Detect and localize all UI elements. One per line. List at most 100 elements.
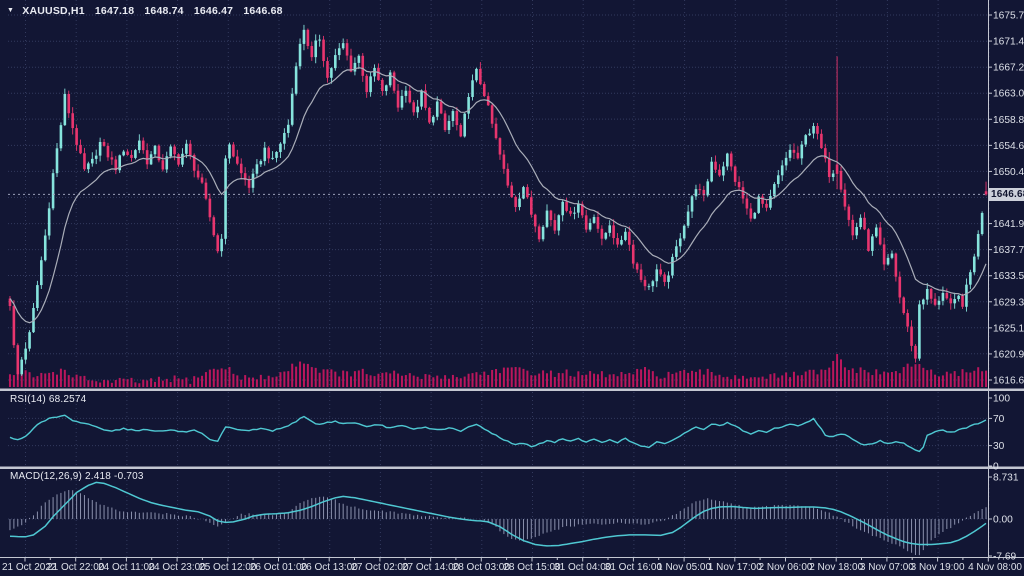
volume-bar <box>981 371 984 387</box>
candle-body <box>722 166 725 176</box>
volume-bar <box>883 371 886 387</box>
volume-bar <box>326 369 329 387</box>
candle-body <box>518 198 521 208</box>
volume-bar <box>99 382 102 387</box>
rsi-axis[interactable]: 100 70 30 0 <box>988 394 1010 473</box>
volume-bar <box>463 376 466 387</box>
candle-body <box>600 228 604 239</box>
price-axis-label: 1620.90 <box>993 349 1024 360</box>
candle-body <box>369 76 372 93</box>
date-axis-label: 25 Oct 12:00 <box>199 562 257 573</box>
volume-bar <box>397 373 400 387</box>
volume-bar <box>36 376 39 387</box>
rsi-axis-label: 30 <box>993 441 1005 452</box>
volume-bar <box>518 367 521 387</box>
volume-bar <box>949 373 952 387</box>
date-axis-label: 28 Oct 15:00 <box>503 562 561 573</box>
volume-bar <box>722 377 725 387</box>
volume-bar <box>706 368 709 387</box>
volume-bar <box>506 367 509 387</box>
volume-bar <box>130 377 133 387</box>
volume-bar <box>596 374 599 387</box>
candle-body <box>126 151 129 155</box>
ohlc-close: 1646.68 <box>243 5 283 17</box>
candle-body <box>698 189 702 191</box>
candle-body <box>255 164 259 174</box>
price-axis-label: 1654.60 <box>993 141 1024 152</box>
candle-body <box>220 238 223 252</box>
volume-bar <box>808 369 811 387</box>
rsi-axis-label: 0 <box>993 462 999 473</box>
volume-bar <box>926 370 929 387</box>
volume-bar <box>322 369 325 387</box>
candle-body <box>28 332 31 349</box>
candle-body <box>628 231 631 245</box>
volume-bar <box>840 359 842 387</box>
candle-body <box>922 299 925 305</box>
candle-body <box>494 123 498 139</box>
candle-body <box>710 161 713 182</box>
volume-bar <box>553 376 556 387</box>
candle-body <box>776 175 780 185</box>
volume-bar <box>393 370 396 387</box>
volume-bar <box>738 378 741 387</box>
macd-axis[interactable]: 8.731 0.00 -7.69 <box>988 473 1019 563</box>
candle-body <box>157 145 161 161</box>
candle-body <box>643 279 647 287</box>
candle-body <box>561 201 564 216</box>
candle-body <box>239 163 243 174</box>
candle-body <box>392 72 396 91</box>
candle-body <box>800 144 804 159</box>
candle-body <box>824 148 827 159</box>
candle-body <box>616 238 619 245</box>
volume-bar <box>659 378 662 387</box>
volume-bar <box>667 371 670 387</box>
candle-body <box>741 187 745 199</box>
panel-separator[interactable] <box>0 388 1024 392</box>
volume-bar <box>691 370 694 387</box>
rsi-indicator-label: RSI(14) 68.2574 <box>10 394 87 405</box>
volume-bar <box>114 380 117 387</box>
volume-bar <box>306 363 309 387</box>
volume-bar <box>146 380 149 387</box>
candle-body <box>502 154 506 169</box>
volume-bar <box>161 380 164 387</box>
candle-body <box>549 210 553 221</box>
triangle-down-icon[interactable]: ▼ <box>7 7 15 14</box>
candle-body <box>749 208 753 219</box>
panel-separator[interactable] <box>0 466 1024 470</box>
date-axis-label: 31 Oct 04:00 <box>554 562 612 573</box>
price-axis-label: 1671.45 <box>993 37 1024 48</box>
date-axis-label: 31 Oct 16:00 <box>605 562 663 573</box>
volume-bar <box>930 369 933 387</box>
candle-body <box>820 133 823 149</box>
volume-bar <box>694 371 697 387</box>
volume-bar <box>636 368 639 387</box>
candle-body <box>79 144 82 154</box>
current-price-tag: 1646.68 <box>989 188 1024 201</box>
candle-body <box>714 161 717 170</box>
volume-bar <box>628 372 631 387</box>
candle-body <box>639 269 643 280</box>
volume-bar <box>495 368 498 387</box>
candle-body <box>267 147 270 159</box>
volume-bar <box>95 381 98 387</box>
candle-body <box>216 235 220 252</box>
candle-body <box>396 90 400 108</box>
macd-axis-label: -7.69 <box>993 552 1017 563</box>
candle-body <box>353 62 357 72</box>
candle-body <box>612 225 615 239</box>
rsi-line <box>9 414 987 453</box>
candle-body <box>24 348 27 360</box>
candle-body <box>161 160 165 170</box>
volume-bar <box>428 374 431 387</box>
candle-body <box>36 285 39 308</box>
volume-bar <box>177 378 180 387</box>
candle-body <box>553 220 557 231</box>
volume-bar <box>471 373 474 387</box>
volume-bar <box>640 369 643 387</box>
candle-body <box>94 155 98 159</box>
date-axis-label: 26 Oct 01:00 <box>250 562 308 573</box>
